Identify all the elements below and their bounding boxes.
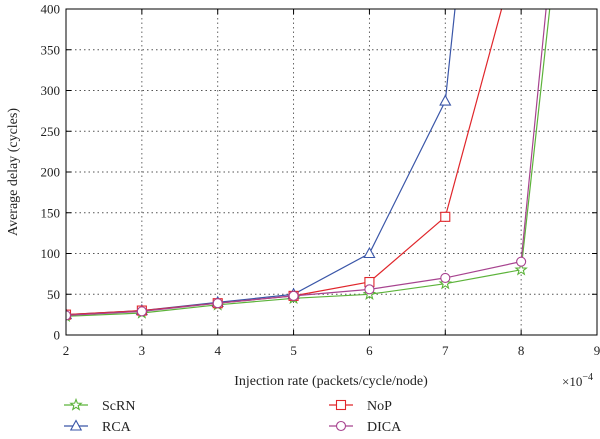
y-tick-label: 150 <box>41 205 61 220</box>
grid <box>66 9 597 335</box>
y-tick-label: 300 <box>41 83 61 98</box>
x-tick-label: 8 <box>518 343 525 358</box>
x-axis-title: Injection rate (packets/cycle/node) <box>234 374 428 389</box>
legend-item-nop: NoP <box>329 399 392 414</box>
series-line-rca <box>66 9 456 316</box>
plot-area <box>66 9 551 322</box>
data-point-nop <box>440 211 451 222</box>
series-line-scrn <box>66 9 551 317</box>
data-point-dica <box>136 306 147 317</box>
axes: 2 3 4 5 6 7 8 9 0 50 100 150 200 250 300 350 400 <box>41 2 600 359</box>
legend-item-scrn: ScRN <box>64 397 135 414</box>
data-point-dica <box>212 298 223 309</box>
data-point-dica <box>364 284 375 295</box>
x-exponent-base: ×10 <box>562 374 582 389</box>
data-point-rca <box>439 94 452 106</box>
legend-marker-dica <box>335 420 347 432</box>
data-point-dica <box>440 272 451 284</box>
x-exponent-label: ×10−4 <box>562 372 593 389</box>
x-exponent-power: −4 <box>582 372 593 383</box>
y-tick-label: 200 <box>41 165 61 180</box>
x-tick-label: 2 <box>63 343 70 358</box>
legend-marker-scrn <box>69 397 83 411</box>
data-point-dica <box>66 310 72 321</box>
y-tick-label: 100 <box>41 246 61 261</box>
y-tick-label: 0 <box>54 328 61 343</box>
y-tick-label: 400 <box>41 2 61 17</box>
data-point-scrn <box>438 276 453 290</box>
data-point-rca <box>363 246 376 259</box>
legend-marker-rca <box>69 419 83 431</box>
y-tick-label: 250 <box>41 124 61 139</box>
data-point-dica <box>516 256 527 267</box>
series-line-dica <box>66 9 547 316</box>
y-tick-label: 350 <box>41 42 61 57</box>
data-point-scrn <box>514 262 528 276</box>
legend-label-nop: NoP <box>367 399 392 414</box>
legend-item-dica: DICA <box>329 420 402 435</box>
legend-marker-nop <box>335 399 347 411</box>
y-axis-title: Average delay (cycles) <box>6 108 21 236</box>
series-line-nop <box>66 9 503 316</box>
legend-label-scrn: ScRN <box>102 399 135 414</box>
data-point-dica <box>288 290 299 301</box>
legend-item-rca: RCA <box>64 419 132 435</box>
x-tick-label: 7 <box>442 343 449 358</box>
legend: ScRN RCA NoP DICA <box>64 397 402 435</box>
x-tick-label: 4 <box>214 343 221 358</box>
x-tick-label: 3 <box>139 343 146 358</box>
x-tick-label: 6 <box>366 343 373 358</box>
y-tick-label: 50 <box>47 287 60 302</box>
x-tick-label: 5 <box>290 343 297 358</box>
legend-label-dica: DICA <box>367 420 402 435</box>
legend-label-rca: RCA <box>102 420 132 435</box>
x-tick-label: 9 <box>594 343 600 358</box>
